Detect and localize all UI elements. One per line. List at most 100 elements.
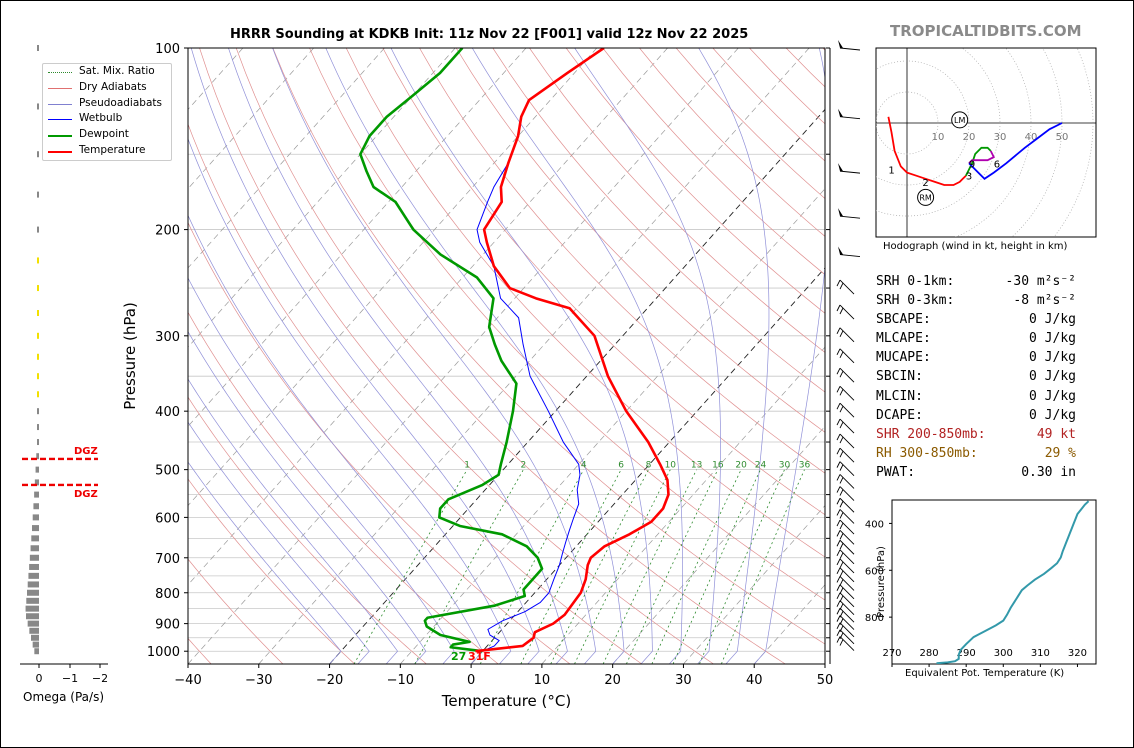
dry-adiabat-line [345, 48, 825, 558]
param-row-pwat: PWAT: 0.30 in [876, 463, 1076, 482]
y-tick-label: 400 [155, 405, 180, 420]
barb-shaft [839, 279, 855, 295]
dry-adiabat-line [309, 48, 825, 601]
param-row-rh: RH 300-850mb: 29 % [876, 444, 1076, 463]
hodo-segment [968, 150, 996, 164]
x-tick-label: −10 [387, 673, 414, 688]
wind-barb [838, 208, 861, 219]
barb-feather [836, 567, 841, 575]
param-row-mlcin: MLCIN: 0 J/kg [876, 387, 1076, 406]
barb-shaft [839, 433, 855, 449]
legend-swatch [48, 103, 72, 105]
omega-tick-label: 0 [36, 672, 43, 685]
omega-bar [28, 572, 39, 579]
x-tick-label: 30 [675, 673, 692, 688]
barb-feather [839, 489, 844, 496]
theta-x-tick-label: 280 [920, 648, 939, 659]
barb-feather [836, 608, 841, 615]
y-tick-label: 700 [155, 552, 180, 567]
mixing-ratio-line [721, 469, 805, 664]
barb-shaft [839, 418, 855, 434]
theta-y-tick-label: 800 [865, 613, 884, 624]
param-value: 0 J/kg [1029, 350, 1076, 366]
legend-item: Pseudoadiabats [43, 96, 171, 112]
barb-feather [836, 418, 841, 426]
mixing-ratio-label: 36 [799, 461, 811, 471]
barb-shaft [839, 254, 861, 258]
omega-bar [37, 103, 39, 110]
barb-shaft [839, 600, 855, 615]
theta-y-axis-label: Pressure (hPa) [876, 546, 887, 618]
omega-bar [29, 563, 39, 570]
mixing-ratio-line [479, 469, 585, 664]
param-value: 0 J/kg [1029, 407, 1076, 423]
theta-x-tick-label: 320 [1068, 648, 1087, 659]
surface-dewpoint-label: 27 [451, 650, 466, 663]
hodograph-caption: Hodograph (wind in kt, height in km) [883, 241, 1068, 252]
omega-bar [33, 503, 39, 510]
barb-feather [839, 436, 844, 444]
barb-feather [836, 402, 841, 410]
watermark: TROPICALTIDBITS.COM [890, 22, 1082, 40]
mixing-ratio-label: 30 [779, 461, 791, 471]
param-label: SRH 0-1km: [876, 274, 955, 289]
dry-adiabat-line [382, 48, 825, 516]
omega-bar [27, 581, 39, 588]
y-tick-label: 600 [155, 511, 180, 526]
param-value: 49 kt [1036, 426, 1076, 442]
param-label: SHR 200-850mb: [876, 426, 986, 442]
mixing-ratio-line [574, 469, 671, 664]
plot-border [187, 47, 826, 665]
param-value: 0 J/kg [1029, 331, 1076, 347]
pseudoadiabat-line [188, 214, 483, 664]
barb-feather [839, 522, 844, 530]
wind-barb [838, 163, 861, 174]
omega-bar [36, 453, 39, 460]
barb-feather [839, 282, 844, 290]
barb-shaft [839, 607, 855, 623]
hodo-ring [876, 48, 1001, 217]
mixing-ratio-label: 2 [521, 461, 527, 471]
hodo-segment [968, 122, 1063, 180]
legend-swatch [48, 87, 72, 89]
barb-feather [839, 351, 844, 358]
param-row-sbcape: SBCAPE: 0 J/kg [876, 310, 1076, 329]
wind-barb [836, 327, 855, 343]
wind-barb [836, 367, 855, 383]
legend: Sat. Mix. Ratio Dry Adiabats Pseudoadiabat… [42, 63, 172, 161]
dry-adiabat-line [455, 48, 825, 433]
omega-profile: 0 −1 −2 [20, 45, 108, 685]
hodo-ring [954, 48, 1032, 237]
barb-feather [839, 389, 844, 396]
barb-shaft [839, 592, 855, 608]
omega-bar [37, 45, 39, 51]
dry-adiabat-line [188, 311, 499, 664]
param-row-mucape: MUCAPE: 0 J/kg [876, 348, 1076, 367]
param-label: MLCIN: [876, 388, 923, 404]
wind-barb [836, 304, 855, 320]
param-label: SRH 0-3km: [876, 293, 955, 309]
wind-barb [836, 385, 855, 401]
barb-feather [836, 474, 841, 481]
barb-feather [839, 501, 844, 508]
dewpoint-line [359, 48, 544, 653]
wind-barb [836, 474, 855, 489]
mixing-ratio-label: 20 [735, 461, 747, 471]
theta-x-tick-label: 290 [957, 648, 976, 659]
barb-feather [836, 433, 841, 441]
dry-adiabat-line [188, 396, 427, 664]
param-row-srh01: SRH 0-1km: -30 m²s⁻² [876, 272, 1076, 291]
omega-bar [31, 634, 39, 641]
omega-bar [37, 226, 39, 233]
barb-feather [836, 600, 841, 607]
theta-y-tick-label: 600 [865, 566, 884, 577]
barb-feather [839, 579, 844, 586]
wind-barb [836, 584, 855, 600]
mixing-ratio-label: 6 [618, 461, 624, 471]
param-label: PWAT: [876, 464, 916, 480]
omega-tick-label: −2 [92, 672, 108, 685]
omega-bar [29, 554, 39, 561]
mixing-ratio-line [520, 469, 622, 664]
chart-title: HRRR Sounding at KDKB Init: 11z Nov 22 [… [230, 27, 749, 42]
omega-bar [37, 332, 39, 339]
